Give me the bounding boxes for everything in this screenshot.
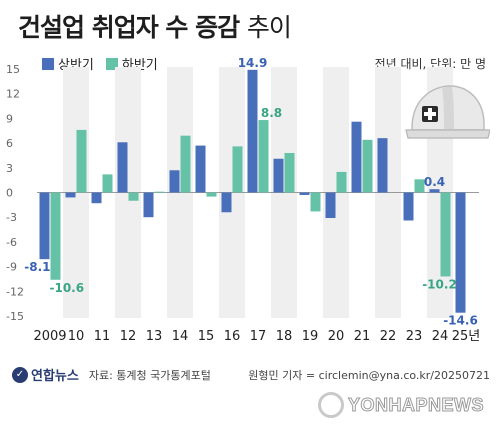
- yonhap-logo: ✓ 연합뉴스: [12, 365, 79, 384]
- y-tick-label: -9: [6, 261, 17, 274]
- bar-second-half: [414, 179, 425, 193]
- bar-first-half: [169, 170, 180, 193]
- bar-second-half: [50, 192, 61, 280]
- x-tick-label: 2009: [33, 329, 66, 344]
- bar-second-half: [180, 135, 191, 193]
- x-tick-label: 12: [120, 329, 137, 344]
- x-tick-label: 24: [432, 329, 449, 344]
- data-label: 14.9: [238, 56, 268, 70]
- bar-first-half: [377, 138, 388, 193]
- bar-first-half: [221, 192, 232, 213]
- y-tick-label: -12: [6, 285, 24, 298]
- y-tick-label: -15: [6, 310, 24, 323]
- y-tick-label: 12: [6, 88, 20, 101]
- x-tick-label: 14: [172, 329, 189, 344]
- chart-title: 건설업 취업자 수 증감 추이: [18, 8, 292, 44]
- bar-first-half: [273, 158, 284, 193]
- bar-second-half: [102, 174, 113, 193]
- x-tick-label: 10: [68, 329, 85, 344]
- source-note: 자료: 통계청 국가통계포털: [88, 368, 211, 382]
- bar-second-half: [206, 192, 217, 197]
- x-tick-label: 18: [276, 329, 293, 344]
- data-label: -10.6: [50, 281, 85, 295]
- y-tick-label: 3: [6, 162, 13, 175]
- reporter-credit: 원형민 기자 = circlemin@yna.co.kr/20250721: [248, 368, 490, 382]
- y-tick-label: 6: [6, 137, 13, 150]
- x-tick-label: 21: [354, 329, 371, 344]
- bar-first-half: [65, 192, 76, 198]
- bar-second-half: [232, 146, 243, 193]
- unit-note: 전년 대비, 단위: 만 명: [374, 57, 486, 71]
- x-tick-label: 11: [94, 329, 111, 344]
- x-tick-label: 19: [302, 329, 319, 344]
- data-label: -14.6: [443, 314, 478, 328]
- x-tick-label: 23: [406, 329, 423, 344]
- bar-second-half: [362, 139, 373, 193]
- bar-second-half: [76, 129, 87, 193]
- x-tick-label: 15: [198, 329, 215, 344]
- bar-first-half: [299, 192, 310, 195]
- bar-first-half: [195, 145, 206, 193]
- bar-first-half: [455, 192, 466, 313]
- x-tick-label: 16: [224, 329, 241, 344]
- bar-first-half: [117, 142, 128, 193]
- y-tick-label: 0: [6, 187, 13, 200]
- bar-second-half: [128, 192, 139, 201]
- bar-first-half: [403, 192, 414, 221]
- x-tick-label: 25년: [452, 329, 481, 344]
- watermark: YONHAPNEWS: [318, 392, 484, 418]
- bar-second-half: [258, 120, 269, 193]
- data-label: 0.4: [424, 175, 445, 189]
- title-sub: 추이: [246, 13, 292, 42]
- data-label: 8.8: [261, 106, 282, 120]
- bar-first-half: [325, 192, 336, 219]
- y-tick-label: 9: [6, 112, 13, 125]
- x-tick-label: 22: [380, 329, 397, 344]
- legend-swatch-second-half: [105, 57, 118, 70]
- bar-second-half: [154, 191, 165, 193]
- bar-second-half: [336, 171, 347, 193]
- watermark-logo-icon: [318, 392, 344, 418]
- x-tick-label: 13: [146, 329, 163, 344]
- y-tick-label: -3: [6, 211, 17, 224]
- y-tick-label: 15: [6, 63, 20, 76]
- legend-swatch-first-half: [42, 57, 54, 70]
- hard-hat-icon: [405, 85, 490, 139]
- bar-chart: 15 12 9 6 3 0 -3 -6 -9 -12 -15 2009 10 11 12 13 14 15 16 17…: [6, 56, 481, 344]
- bar-first-half: [247, 69, 258, 193]
- bar-first-half: [429, 189, 440, 193]
- footer: ✓ 연합뉴스 자료: 통계청 국가통계포털 원형민 기자 = circlemin@…: [12, 365, 490, 384]
- data-label: -8.1: [24, 260, 50, 274]
- data-label: -10.2: [422, 277, 457, 291]
- bar-second-half: [440, 192, 451, 277]
- logo-text: 연합뉴스: [31, 369, 79, 384]
- yonhap-logo-mark: ✓: [12, 366, 28, 383]
- bar-second-half: [310, 192, 321, 212]
- y-tick-label: -6: [6, 236, 17, 249]
- bar-second-half: [284, 152, 295, 193]
- x-tick-label: 20: [328, 329, 345, 344]
- bar-first-half: [143, 192, 154, 218]
- title-main: 건설업 취업자 수 증감: [18, 13, 240, 42]
- bar-first-half: [351, 121, 362, 193]
- bar-first-half: [91, 192, 102, 204]
- bar-first-half: [39, 192, 50, 260]
- x-tick-label: 17: [250, 329, 267, 344]
- watermark-text: YONHAPNEWS: [347, 394, 485, 415]
